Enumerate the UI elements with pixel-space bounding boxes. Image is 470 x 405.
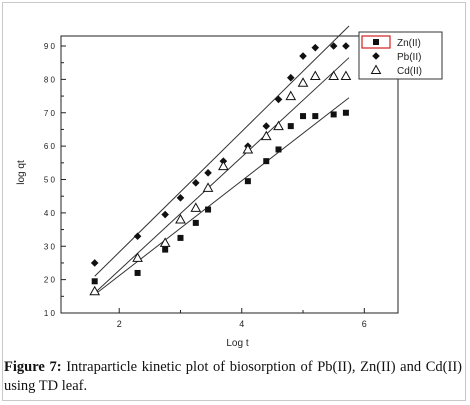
data-point-diamond xyxy=(329,42,338,50)
y-tick-label: 6 0 xyxy=(44,142,56,151)
data-point-triangle xyxy=(218,160,229,171)
x-axis-label: Log t xyxy=(226,338,248,349)
x-tick-label: 2 xyxy=(117,319,122,329)
data-point-triangle xyxy=(89,285,101,296)
y-tick-label: 7 0 xyxy=(44,109,56,118)
data-point-triangle xyxy=(132,252,143,262)
data-point-square xyxy=(177,234,184,241)
legend: Zn(II) Pb(II) Cd(II) xyxy=(358,31,443,80)
data-point-square xyxy=(263,158,270,165)
legend-marker-triangle xyxy=(370,64,382,74)
data-point-triangle xyxy=(297,77,309,87)
data-point-square xyxy=(342,109,349,116)
x-tick-label: 4 xyxy=(239,319,244,329)
data-point-diamond xyxy=(299,52,307,60)
y-tick-label: 9 0 xyxy=(44,42,56,51)
data-point-diamond xyxy=(286,73,295,82)
fit-line-square xyxy=(94,97,350,296)
y-tick-label: 3 0 xyxy=(44,242,56,251)
data-point-triangle xyxy=(159,237,171,247)
x-tick-label: 6 xyxy=(362,319,367,329)
y-tick-label: 5 0 xyxy=(44,176,56,185)
y-tick-label: 1 0 xyxy=(44,309,56,318)
data-point-diamond xyxy=(311,43,320,52)
data-point-triangle xyxy=(285,90,297,101)
data-point-square xyxy=(134,269,141,276)
legend-highlight xyxy=(361,35,391,49)
data-point-square xyxy=(205,206,212,213)
data-point-triangle xyxy=(273,120,284,131)
legend-marker-square xyxy=(373,39,379,45)
legend-marker-diamond xyxy=(372,52,380,60)
legend-label-square: Zn(II) xyxy=(397,38,421,49)
y-tick-label: 4 0 xyxy=(44,209,56,218)
data-point-square xyxy=(300,113,307,120)
data-points xyxy=(89,42,352,296)
y-tick-label: 2 0 xyxy=(44,276,56,285)
fit-line-diamond xyxy=(94,25,350,277)
data-point-diamond xyxy=(90,259,99,267)
data-point-diamond xyxy=(161,210,169,219)
data-point-triangle xyxy=(309,70,321,81)
data-point-triangle xyxy=(202,182,214,192)
data-point-diamond xyxy=(342,42,350,50)
data-point-square xyxy=(162,246,169,253)
data-point-diamond xyxy=(274,95,283,104)
data-point-square xyxy=(330,111,337,118)
figure-caption: Figure 7: Intraparticle kinetic plot of … xyxy=(4,358,462,396)
data-point-triangle xyxy=(190,202,202,212)
data-point-square xyxy=(192,219,199,226)
legend-label-triangle: Cd(II) xyxy=(397,66,422,77)
data-point-diamond xyxy=(192,179,200,187)
caption-label: Figure 7: xyxy=(4,359,62,375)
data-point-diamond xyxy=(262,122,271,130)
data-point-square xyxy=(91,278,98,285)
legend-label-diamond: Pb(II) xyxy=(397,52,421,63)
caption-text: Intraparticle kinetic plot of biosorptio… xyxy=(4,359,462,394)
x-axis-ticks: 2 4 6 xyxy=(117,308,367,329)
data-point-triangle xyxy=(175,214,186,224)
y-axis-ticks: 1 0 2 0 3 0 4 0 5 0 6 0 7 0 8 0 9 0 xyxy=(44,42,66,318)
data-point-square xyxy=(244,178,251,185)
intraparticle-kinetic-chart: 2 4 6 1 0 2 0 3 0 4 0 5 0 6 0 7 0 8 0 9 0 Zn(II) Pb… xyxy=(16,25,443,349)
y-axis-label: log qt xyxy=(16,160,27,185)
data-point-triangle xyxy=(328,70,340,81)
data-point-square xyxy=(312,113,319,120)
plot-frame xyxy=(60,35,399,314)
y-tick-label: 8 0 xyxy=(44,75,56,84)
data-point-diamond xyxy=(176,194,185,202)
data-point-triangle xyxy=(242,143,254,154)
data-point-diamond xyxy=(204,169,212,177)
fit-line-triangle xyxy=(94,57,350,294)
data-point-triangle xyxy=(340,70,352,81)
data-point-diamond xyxy=(133,232,142,241)
data-point-square xyxy=(287,123,294,130)
data-point-triangle xyxy=(260,130,272,141)
plot-border xyxy=(60,35,399,314)
data-point-square xyxy=(275,146,282,153)
